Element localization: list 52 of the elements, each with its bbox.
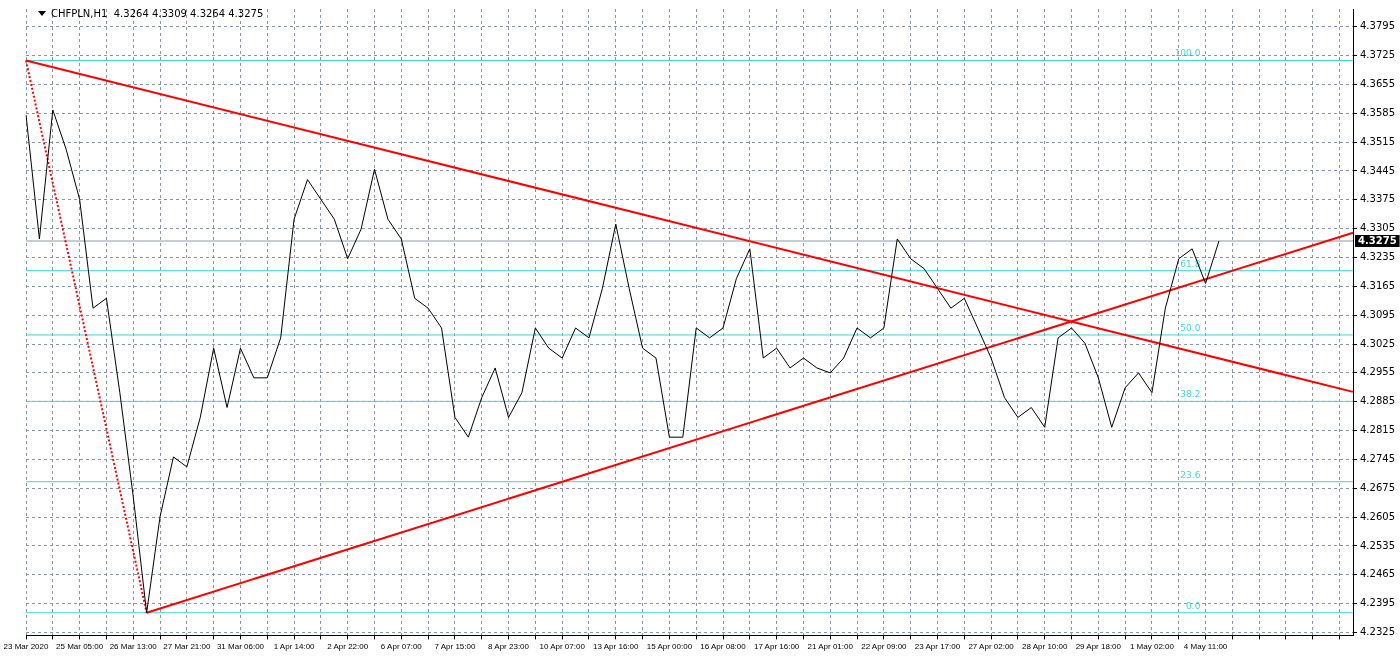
y-tick-label: 4.3795 <box>1360 20 1396 32</box>
y-tick-label: 4.3235 <box>1360 251 1396 263</box>
y-tick-label: 4.3165 <box>1360 279 1396 291</box>
y-tick-label: 4.3445 <box>1360 164 1396 176</box>
y-tick-label: 4.3305 <box>1360 222 1396 234</box>
chart-title: CHFPLN,H1 4.3264 4.3309 4.3264 4.3275 <box>51 8 264 19</box>
annotation: 50.0 <box>1180 322 1201 333</box>
y-tick-label: 4.2395 <box>1360 597 1396 609</box>
y-tick-label: 4.3095 <box>1360 308 1396 320</box>
y-tick-label: 4.3375 <box>1360 193 1396 205</box>
x-tick-label: 4 May 11:00 <box>1183 642 1228 652</box>
x-tick-label: 17 Apr 16:00 <box>753 642 800 652</box>
x-tick-label: 29 Apr 18:00 <box>1075 642 1122 652</box>
x-tick-label: 2 Apr 22:00 <box>327 642 369 652</box>
y-tick-label: 4.2675 <box>1360 481 1396 493</box>
x-tick-label: 10 Apr 07:00 <box>539 642 586 652</box>
y-tick-label: 4.2885 <box>1360 395 1396 407</box>
y-tick-label: 4.2815 <box>1360 424 1396 436</box>
y-tick-label: 4.3585 <box>1360 106 1396 118</box>
y-tick-label: 4.2465 <box>1360 568 1396 580</box>
x-tick-label: 23 Mar 2020 <box>3 642 50 652</box>
y-tick-label: 4.3655 <box>1360 78 1396 90</box>
y-tick-label: 4.3515 <box>1360 135 1396 147</box>
x-tick-label: 8 Apr 23:00 <box>488 642 530 652</box>
x-tick-label: 13 Apr 16:00 <box>593 642 640 652</box>
annotation: 0.0 <box>1186 600 1201 611</box>
y-tick-label: 4.2605 <box>1360 510 1396 522</box>
annotation: 38.2 <box>1180 389 1201 400</box>
x-tick-label: 26 Mar 13:00 <box>109 642 158 652</box>
x-tick-label: 1 May 02:00 <box>1129 642 1175 652</box>
annotation: 100.0 <box>1174 48 1201 59</box>
y-tick-label: 4.2955 <box>1360 366 1396 378</box>
x-tick-label: 27 Mar 21:00 <box>163 642 211 652</box>
y-tick-label: 4.2325 <box>1360 626 1396 638</box>
x-tick-label: 22 Apr 09:00 <box>861 642 908 652</box>
y-tick-label: 4.2745 <box>1360 453 1396 465</box>
x-tick-label: 28 Apr 10:00 <box>1022 642 1068 652</box>
x-tick-label: 21 Apr 01:00 <box>807 642 854 652</box>
x-tick-label: 7 Apr 15:00 <box>434 642 476 652</box>
x-tick-label: 25 Mar 05:00 <box>56 642 104 652</box>
x-tick-label: 23 Apr 17:00 <box>914 642 961 652</box>
x-tick-label: 1 Apr 14:00 <box>273 642 316 652</box>
ref-line-label: 4.3275 <box>1358 234 1397 246</box>
x-tick-label: 27 Apr 02:00 <box>968 642 1015 652</box>
annotation: 23.6 <box>1180 469 1201 480</box>
y-tick-label: 4.2535 <box>1360 539 1396 551</box>
x-tick-label: 16 Apr 08:00 <box>700 642 747 652</box>
x-tick-label: 6 Apr 07:00 <box>380 642 423 652</box>
y-tick-label: 4.3025 <box>1360 337 1396 349</box>
x-tick-label: 31 Mar 06:00 <box>216 642 265 652</box>
x-tick-label: 15 Apr 00:00 <box>646 642 693 652</box>
y-tick-label: 4.3725 <box>1360 49 1396 61</box>
